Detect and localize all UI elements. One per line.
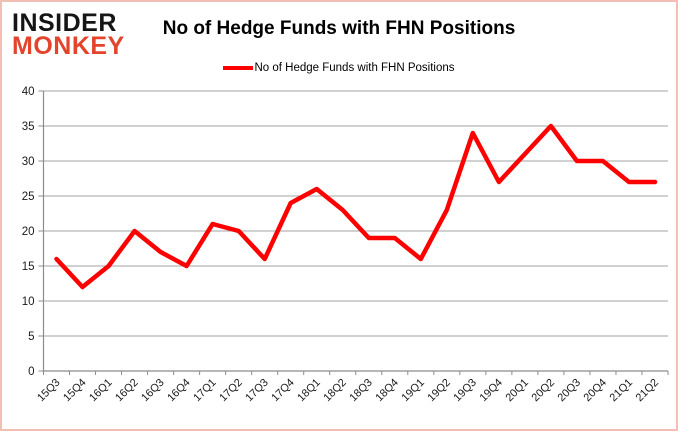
x-axis-label-15Q4: 15Q4: [61, 377, 89, 405]
x-axis-label-19Q2: 19Q2: [425, 377, 453, 405]
x-axis-label-15Q3: 15Q3: [35, 377, 63, 405]
x-axis-label-16Q4: 16Q4: [165, 377, 193, 405]
insider-monkey-logo: INSIDER MONKEY: [12, 9, 125, 60]
y-axis-label-35: 35: [22, 121, 35, 133]
logo-text-insider: INSIDER: [12, 9, 117, 37]
chart-title: No of Hedge Funds with FHN Positions: [162, 18, 516, 39]
x-axis-label-17Q2: 17Q2: [217, 377, 245, 405]
x-axis-label-16Q1: 16Q1: [87, 377, 115, 405]
x-axis-label-18Q1: 18Q1: [295, 377, 323, 405]
y-axis-label-5: 5: [28, 331, 34, 343]
y-axis-label-40: 40: [22, 86, 35, 98]
x-axis-label-17Q4: 17Q4: [269, 377, 297, 405]
legend-label: No of Hedge Funds with FHN Positions: [254, 62, 455, 74]
x-axis-label-19Q1: 19Q1: [399, 377, 427, 405]
y-axis-label-20: 20: [22, 226, 35, 238]
x-axis-label-17Q3: 17Q3: [243, 377, 271, 405]
y-axis-label-30: 30: [22, 156, 35, 168]
x-axis-label-18Q2: 18Q2: [321, 377, 349, 405]
x-axis-label-18Q3: 18Q3: [347, 377, 375, 405]
series-line-no-of-hedge-funds-with-fhn-positions: [54, 123, 658, 290]
logo-text-monkey: MONKEY: [12, 32, 125, 60]
x-axis-label-17Q1: 17Q1: [191, 377, 219, 405]
x-axis-label-21Q2: 21Q2: [634, 377, 662, 405]
x-axis-label-19Q3: 19Q3: [451, 377, 479, 405]
y-axis-label-10: 10: [22, 296, 35, 308]
y-axis-label-0: 0: [28, 366, 34, 378]
x-axis-label-21Q1: 21Q1: [608, 377, 636, 405]
legend-line-swatch-icon: [223, 66, 254, 70]
x-axis-label-16Q3: 16Q3: [139, 377, 167, 405]
x-axis-label-20Q1: 20Q1: [503, 377, 531, 405]
x-axis-label-18Q4: 18Q4: [373, 377, 401, 405]
x-axis-label-20Q2: 20Q2: [530, 377, 558, 405]
chart-legend: No of Hedge Funds with FHN Positions: [2, 62, 676, 74]
x-axis-label-20Q4: 20Q4: [582, 377, 610, 405]
y-axis-label-25: 25: [22, 191, 35, 203]
x-axis-label-16Q2: 16Q2: [113, 377, 141, 405]
y-axis-label-15: 15: [22, 261, 35, 273]
x-axis-label-20Q3: 20Q3: [556, 377, 584, 405]
x-axis-label-19Q4: 19Q4: [477, 377, 505, 405]
